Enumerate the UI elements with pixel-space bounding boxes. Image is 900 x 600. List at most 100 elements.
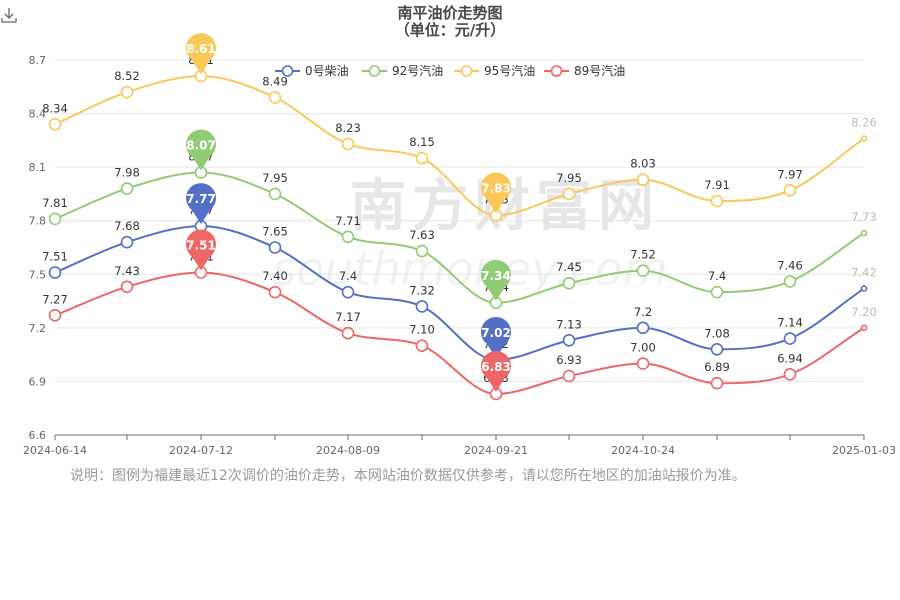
y-tick-label: 8.4 [29,108,47,121]
data-point [562,334,576,347]
data-point [341,326,355,340]
data-label: 7.73 [851,210,877,224]
data-point [562,369,576,383]
min-marker [481,350,511,392]
data-label: 7.68 [114,219,140,233]
data-point [268,187,282,201]
data-point [636,264,650,278]
data-point [783,275,797,288]
data-label: 7.43 [114,264,140,278]
legend-item[interactable]: 95号汽油 [484,63,535,78]
max-marker-label: 8.61 [186,42,216,56]
data-point [48,309,62,322]
min-marker [481,172,511,214]
data-label: 7.45 [556,260,582,274]
data-label: 7.4 [708,269,726,283]
data-point [120,85,134,99]
legend-swatch-marker [550,65,563,77]
legend-item[interactable]: 89号汽油 [574,63,625,78]
data-label: 7.2 [634,305,652,319]
data-point [783,367,797,381]
legend-swatch-marker [460,65,473,77]
data-point [120,182,134,195]
data-label: 7.00 [630,341,656,355]
data-point [48,117,62,131]
data-label: 6.89 [704,360,730,374]
y-tick-label: 6.9 [29,375,47,388]
data-point [341,230,355,244]
data-point [783,332,797,345]
max-marker-label: 7.77 [186,192,216,206]
chart-note: 说明：图例为福建最近12次调价的油价走势，本网站油价数据仅供参考，请以您所在地区… [70,468,746,484]
min-marker [481,259,511,301]
data-label: 8.49 [262,75,288,89]
data-point [636,173,650,186]
data-point [710,285,724,299]
data-point [860,135,868,142]
y-tick-label: 6.6 [29,429,47,442]
x-tick-label: 2024-09-21 [464,444,528,457]
y-tick-label: 8.7 [29,54,47,67]
data-point [341,137,355,151]
data-point [710,342,724,356]
legend-swatch-marker [281,65,294,77]
y-tick-label: 7.8 [29,215,47,228]
data-label: 7.40 [262,269,288,283]
y-tick-label: 7.5 [29,268,47,281]
data-label: 7.81 [42,196,68,210]
data-label: 7.08 [704,326,730,340]
max-marker [186,183,216,225]
data-label: 7.32 [409,283,435,297]
data-label: 7.46 [777,258,803,272]
data-label: 7.63 [409,228,435,242]
max-marker [186,129,216,171]
download-icon[interactable] [0,6,18,24]
chart-subtitle: （单位：元/升） [394,21,506,39]
y-tick-label: 8.1 [29,161,47,174]
data-point [341,285,355,299]
legend-item[interactable]: 0号柴油 [305,64,349,78]
max-marker [186,229,217,271]
data-label: 7.97 [777,167,803,181]
data-point [860,229,868,237]
data-point [415,244,429,258]
data-label: 8.03 [630,157,656,171]
data-label: 8.15 [409,135,435,149]
data-point [120,235,134,249]
data-label: 6.94 [777,351,803,365]
data-label: 8.34 [42,101,68,115]
data-point [48,266,62,279]
data-point [415,339,429,353]
data-label: 7.27 [42,292,68,306]
data-point [48,212,62,226]
data-point [562,276,576,290]
data-point [415,151,429,165]
min-marker-label: 7.02 [481,326,511,340]
data-point [120,280,134,294]
max-marker-label: 8.07 [186,139,216,153]
legend-item[interactable]: 92号汽油 [392,63,443,78]
legend-swatch-marker [368,65,381,77]
data-label: 7.14 [777,316,803,330]
y-tick-label: 7.2 [29,322,47,335]
chart-title: 南平油价走势图 [397,4,503,22]
x-tick-label: 2024-07-12 [169,444,233,457]
data-point [636,321,650,335]
data-point [268,285,282,299]
x-tick-label: 2024-10-24 [611,444,675,457]
data-label: 7.51 [42,250,68,264]
data-label: 7.98 [114,166,140,180]
data-point [860,324,868,332]
min-marker-label: 7.34 [481,269,511,283]
data-label: 7.10 [409,323,435,337]
data-label: 7.91 [704,178,730,192]
data-point [860,285,868,292]
data-label: 6.93 [556,353,582,367]
x-tick-label: 2025-01-03 [832,444,896,457]
data-label: 7.95 [556,171,582,185]
data-point [415,300,429,313]
min-marker [481,317,511,358]
data-label: 7.42 [851,266,877,280]
data-point [562,187,576,201]
data-label: 7.71 [335,214,361,228]
